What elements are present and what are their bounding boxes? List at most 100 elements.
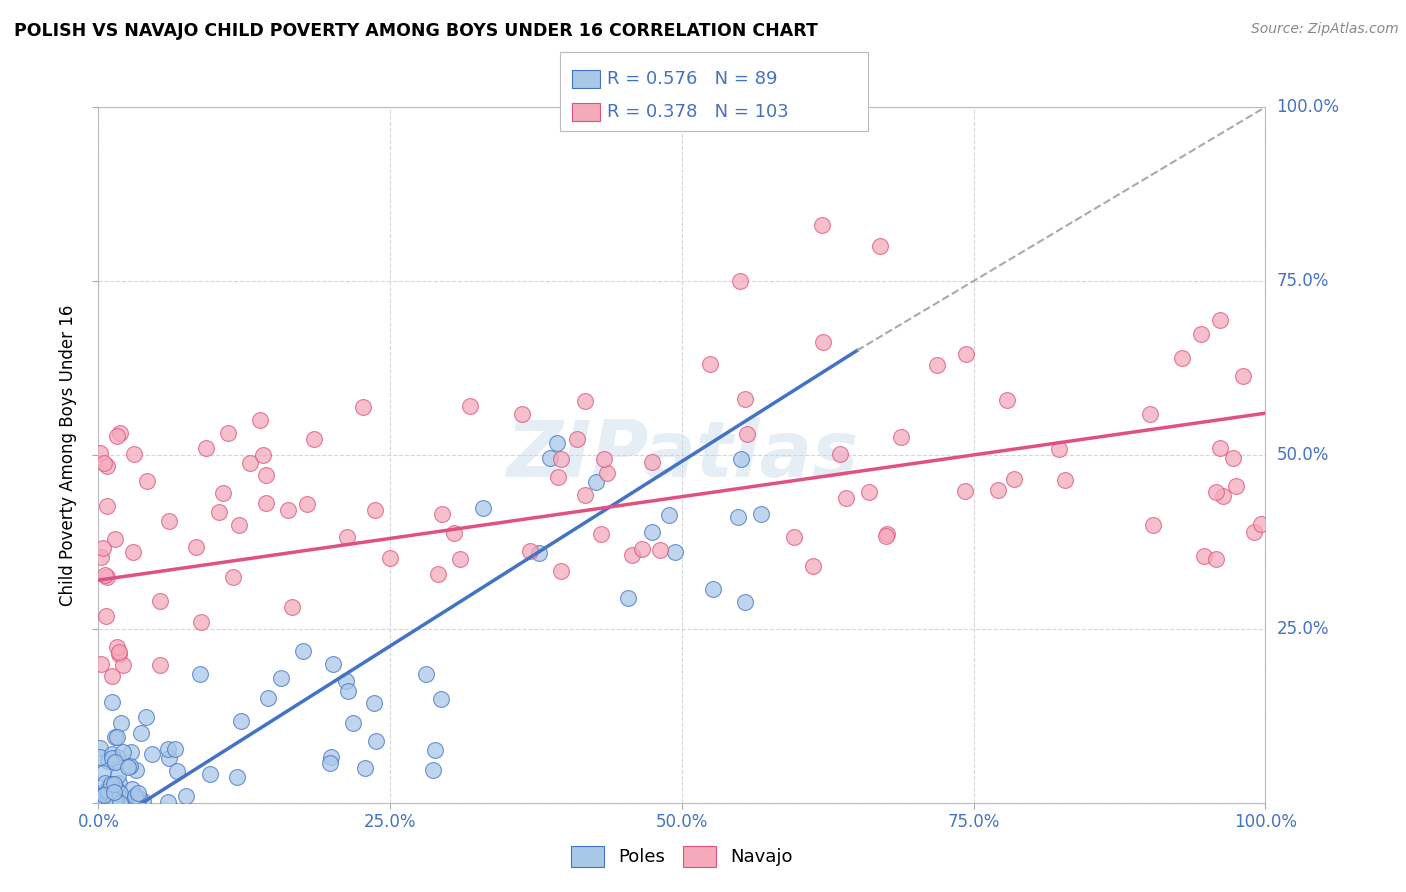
Text: R = 0.378   N = 103: R = 0.378 N = 103 <box>607 103 789 121</box>
Point <box>783 530 806 544</box>
Point <box>547 470 569 484</box>
Point <box>89 741 111 756</box>
Point <box>96 780 118 794</box>
Point <box>801 559 824 574</box>
Point <box>443 525 465 540</box>
Text: 100.0%: 100.0% <box>1277 98 1340 116</box>
Point <box>925 358 948 372</box>
Point <box>858 485 880 500</box>
Point <box>190 615 212 630</box>
Point <box>252 448 274 462</box>
Point <box>188 667 211 681</box>
Text: 50.0%: 50.0% <box>1277 446 1329 464</box>
Point <box>527 546 550 560</box>
Point <box>1192 549 1215 563</box>
Point <box>1189 326 1212 341</box>
Point <box>90 549 112 564</box>
Point <box>1002 472 1025 486</box>
Point <box>94 776 117 790</box>
Point <box>110 715 132 730</box>
Point <box>640 455 662 469</box>
Point <box>1243 524 1265 539</box>
Point <box>135 474 157 488</box>
Point <box>565 433 588 447</box>
Point <box>336 529 359 543</box>
Point <box>108 786 131 800</box>
Point <box>122 545 145 559</box>
Point <box>105 793 128 807</box>
Point <box>104 781 127 796</box>
Point <box>94 609 117 624</box>
Point <box>114 794 136 808</box>
Point <box>1232 368 1254 383</box>
Y-axis label: Child Poverty Among Boys Under 16: Child Poverty Among Boys Under 16 <box>59 304 77 606</box>
Point <box>107 776 129 790</box>
Point <box>302 433 325 447</box>
Point <box>322 657 344 671</box>
Point <box>212 485 235 500</box>
Point <box>96 570 118 584</box>
Point <box>97 784 120 798</box>
Point <box>1212 489 1234 503</box>
Point <box>546 436 568 450</box>
Point <box>222 570 245 584</box>
Point <box>96 500 118 514</box>
Point <box>103 777 125 791</box>
Point <box>472 501 495 516</box>
Point <box>118 759 141 773</box>
Point <box>281 600 304 615</box>
Point <box>226 770 249 784</box>
Point <box>107 790 129 805</box>
Point <box>277 502 299 516</box>
Point <box>617 591 640 606</box>
Point <box>727 510 749 524</box>
Point <box>104 532 127 546</box>
Point <box>987 483 1010 497</box>
Point <box>90 657 112 671</box>
Text: ZIPatlas: ZIPatlas <box>506 417 858 493</box>
Point <box>194 441 217 455</box>
Point <box>198 767 221 781</box>
Point <box>620 548 643 562</box>
Point <box>352 400 374 414</box>
Point <box>105 730 128 744</box>
Text: Source: ZipAtlas.com: Source: ZipAtlas.com <box>1251 22 1399 37</box>
Point <box>519 543 541 558</box>
Point <box>89 446 111 460</box>
Point <box>875 529 897 543</box>
Point <box>363 696 385 710</box>
Point <box>830 447 852 461</box>
Point <box>734 392 756 406</box>
Point <box>953 483 976 498</box>
Point <box>125 763 148 777</box>
Point <box>111 658 134 673</box>
Point <box>737 427 759 442</box>
Point <box>364 502 387 516</box>
Point <box>335 674 357 689</box>
Point <box>730 274 752 288</box>
Point <box>1205 484 1227 499</box>
Point <box>699 357 721 371</box>
Point <box>593 451 616 466</box>
Point <box>128 791 150 805</box>
Point <box>166 764 188 778</box>
Point <box>184 540 207 554</box>
Point <box>319 756 342 770</box>
Point <box>163 742 186 756</box>
Point <box>104 730 127 744</box>
Point <box>112 745 135 759</box>
Point <box>890 430 912 444</box>
Point <box>110 790 132 805</box>
Point <box>254 467 277 482</box>
Point <box>342 716 364 731</box>
Point <box>876 526 898 541</box>
Point <box>91 766 114 780</box>
Point <box>458 399 481 413</box>
Point <box>415 666 437 681</box>
Point <box>157 751 180 765</box>
Point <box>101 747 124 761</box>
Point <box>103 793 125 807</box>
Point <box>108 645 131 659</box>
Point <box>149 593 172 607</box>
Point <box>90 789 112 803</box>
